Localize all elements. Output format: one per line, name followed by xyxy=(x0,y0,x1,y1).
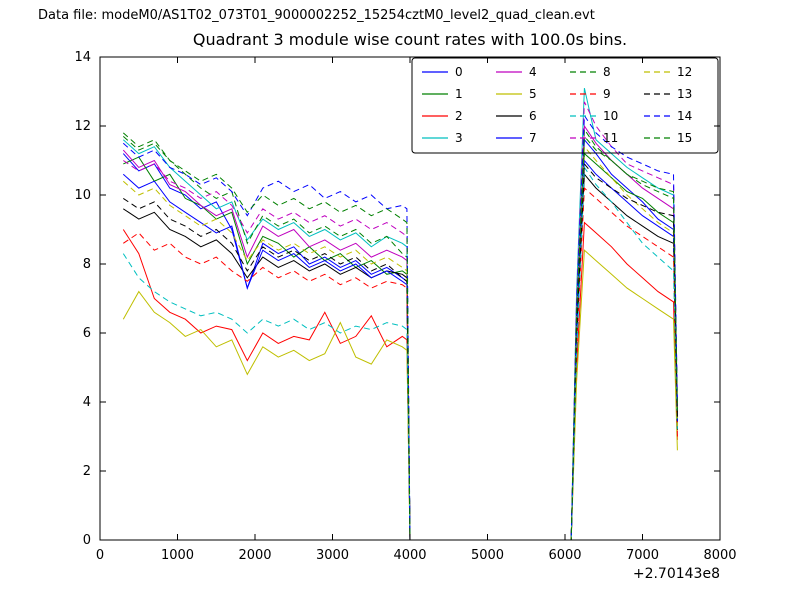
y-tick-label: 10 xyxy=(74,188,91,203)
legend-label-11: 11 xyxy=(603,131,618,145)
legend-box xyxy=(411,57,719,154)
legend-label-5: 5 xyxy=(529,87,537,101)
legend-label-10: 10 xyxy=(603,109,618,123)
y-tick-label: 12 xyxy=(74,119,91,134)
legend-label-4: 4 xyxy=(529,65,537,79)
data-file-label: Data file: modeM0/AS1T02_073T01_90000022… xyxy=(38,8,595,23)
series-line-13 xyxy=(123,162,678,541)
series-line-4 xyxy=(122,124,678,541)
x-tick-label: 4000 xyxy=(393,548,426,563)
series-line-3 xyxy=(122,87,678,541)
x-tick-label: 2000 xyxy=(238,548,271,563)
legend-label-7: 7 xyxy=(529,131,537,145)
legend-label-15: 15 xyxy=(677,131,692,145)
y-tick-label: 6 xyxy=(83,326,91,341)
x-tick-label: 1000 xyxy=(161,548,194,563)
series-line-10 xyxy=(122,165,678,541)
legend-label-1: 1 xyxy=(455,87,463,101)
series-line-7 xyxy=(122,159,678,541)
y-tick-label: 4 xyxy=(83,395,91,410)
legend-label-2: 2 xyxy=(455,109,463,123)
y-tick-label: 0 xyxy=(83,533,91,548)
legend-label-0: 0 xyxy=(455,65,463,79)
series-line-15 xyxy=(122,135,678,541)
axes-frame xyxy=(99,56,721,541)
series-line-9 xyxy=(123,187,678,541)
x-tick-label: 7000 xyxy=(626,548,659,563)
legend-label-9: 9 xyxy=(603,87,611,101)
y-tick-label: 14 xyxy=(74,50,91,65)
y-tick-label: 2 xyxy=(83,464,91,479)
legend-label-6: 6 xyxy=(529,109,537,123)
legend-label-8: 8 xyxy=(603,65,611,79)
series-line-2 xyxy=(122,221,678,541)
series-line-14 xyxy=(122,114,678,541)
series-line-8 xyxy=(122,127,678,541)
x-axis-offset-label: +2.70143e8 xyxy=(633,566,720,582)
legend-label-12: 12 xyxy=(677,65,692,79)
y-tick-label: 8 xyxy=(83,257,91,272)
x-tick-label: 3000 xyxy=(316,548,349,563)
legend-label-14: 14 xyxy=(677,109,692,123)
x-tick-label: 5000 xyxy=(471,548,504,563)
series-line-11 xyxy=(123,101,678,541)
legend-label-3: 3 xyxy=(455,131,463,145)
series-line-6 xyxy=(123,173,678,541)
series-line-12 xyxy=(122,145,678,541)
series-line-0 xyxy=(122,138,678,541)
series-line-5 xyxy=(122,249,678,541)
legend-label-13: 13 xyxy=(677,87,692,101)
x-tick-label: 8000 xyxy=(703,548,736,563)
x-tick-label: 0 xyxy=(96,548,104,563)
series-line-1 xyxy=(123,152,678,541)
chart-title: Quadrant 3 module wise count rates with … xyxy=(192,30,628,49)
x-tick-label: 6000 xyxy=(548,548,581,563)
